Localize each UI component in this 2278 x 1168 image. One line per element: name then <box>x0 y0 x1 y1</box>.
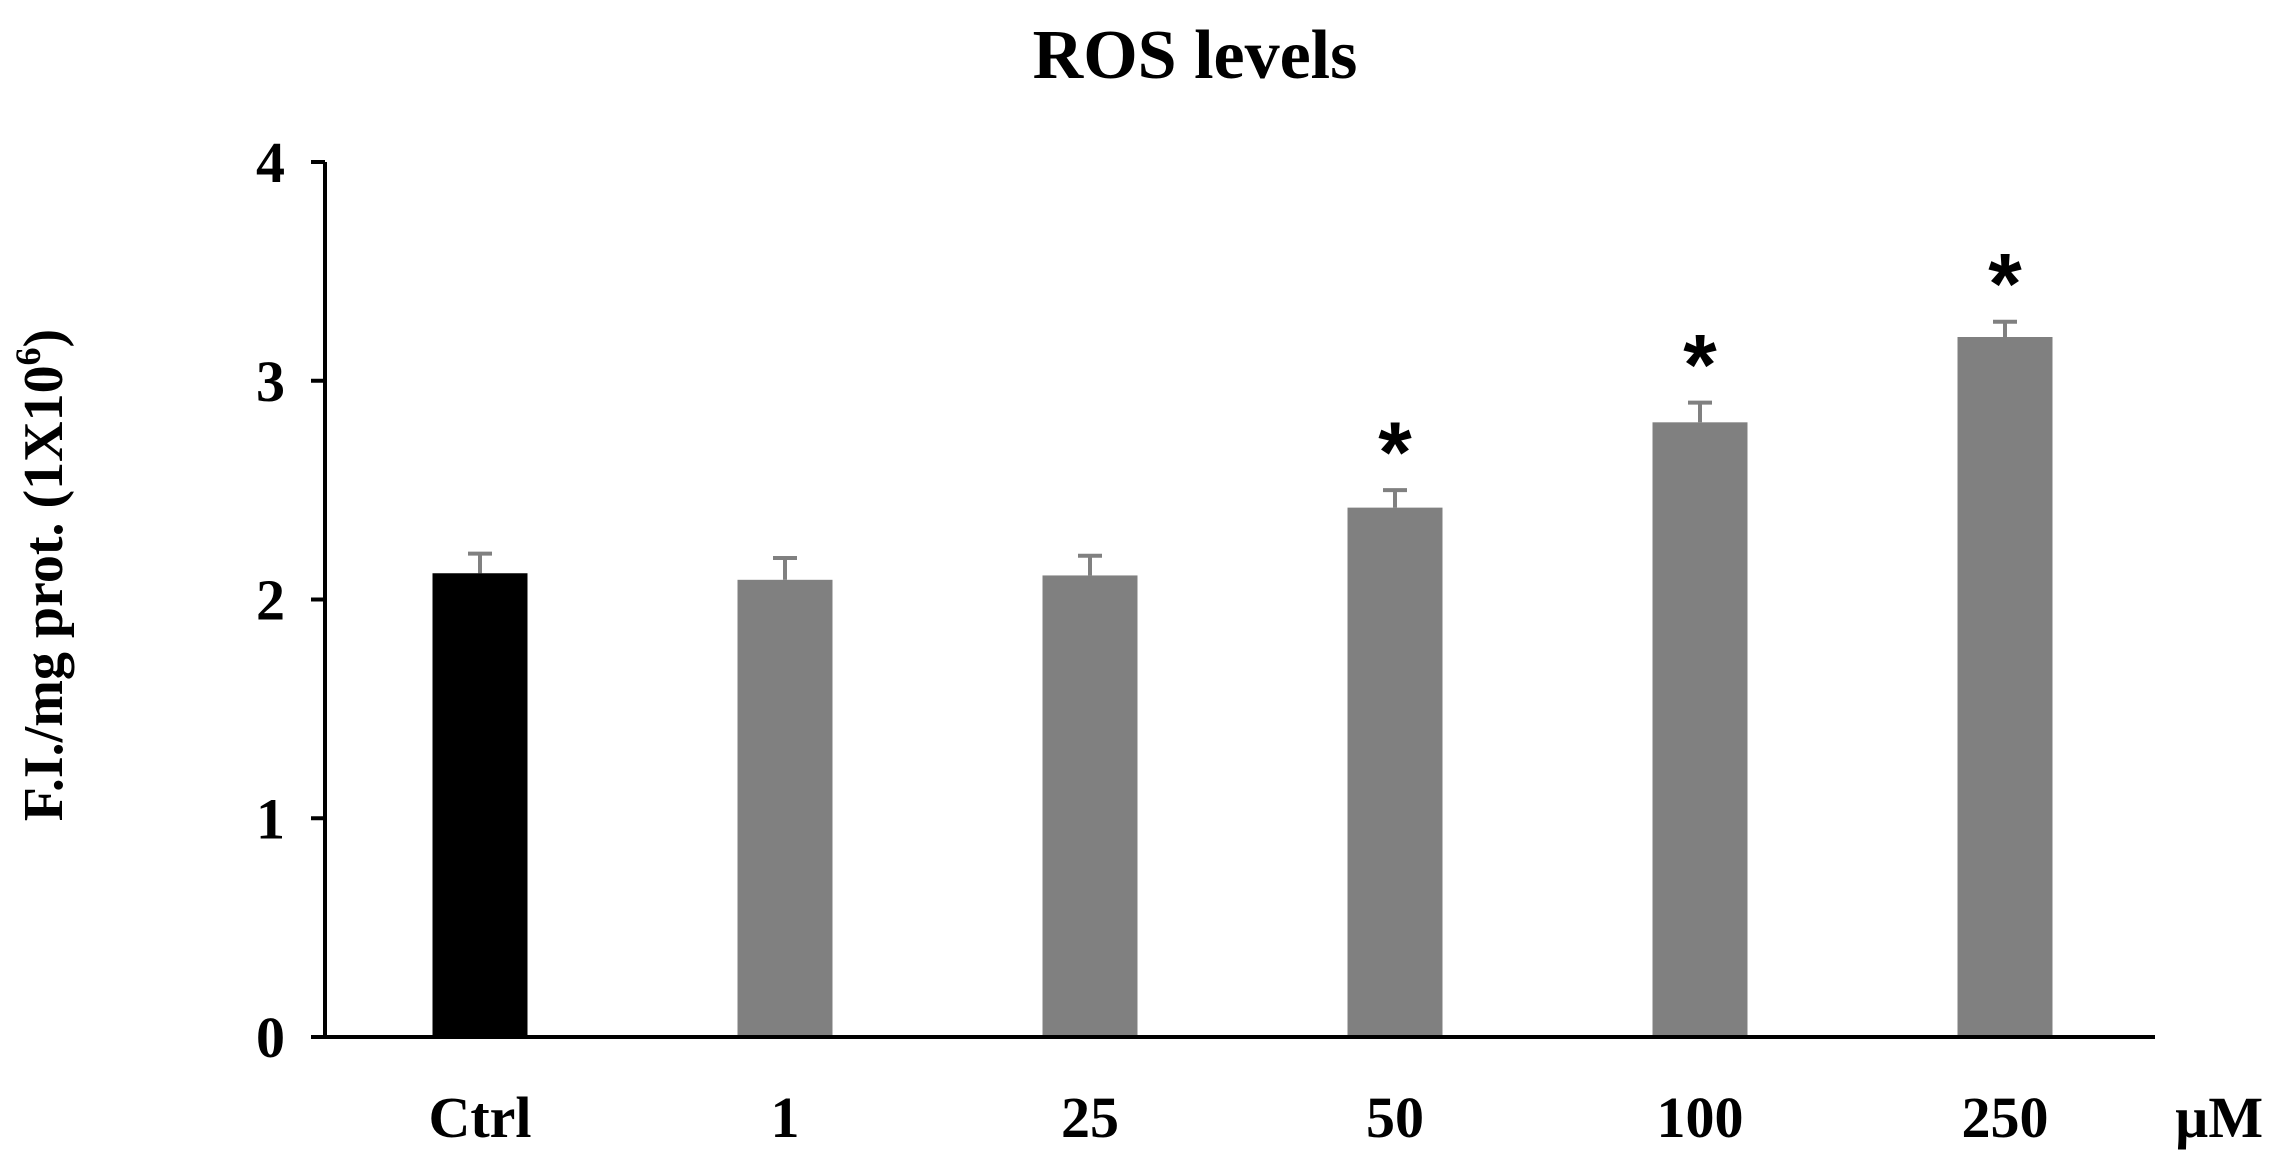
y-tick-label: 4 <box>256 130 285 195</box>
y-tick-label: 3 <box>256 349 285 414</box>
significance-marker: * <box>1683 318 1717 414</box>
y-axis-label-superscript: 6 <box>8 347 48 365</box>
bar <box>1957 337 2053 1037</box>
bar <box>432 573 528 1037</box>
bar <box>1652 422 1748 1037</box>
bar <box>1042 575 1138 1037</box>
x-tick-label: 50 <box>1366 1085 1424 1150</box>
y-tick-label: 0 <box>256 1005 285 1070</box>
y-axis-label-main: F.I./mg prot. (1X10 <box>13 365 75 821</box>
x-axis: Ctrl 1 25 50 100 250 <box>311 1035 2155 1150</box>
bar-group <box>1042 553 1138 1037</box>
y-axis: 0 1 2 3 4 <box>256 130 327 1070</box>
bar-group <box>737 555 833 1037</box>
x-tick-label: 250 <box>1962 1085 2049 1150</box>
x-tick-label: Ctrl <box>428 1085 531 1150</box>
bar-group: * <box>1347 405 1443 1037</box>
bars-group: * * * <box>432 237 2053 1037</box>
y-tick-label: 2 <box>256 568 285 633</box>
x-tick-label: 1 <box>771 1085 800 1150</box>
bar <box>737 579 833 1037</box>
x-axis-unit-label: µM <box>2175 1085 2263 1150</box>
bar-group: * <box>1652 318 1748 1037</box>
x-tick-label: 100 <box>1657 1085 1744 1150</box>
x-tick-label: 25 <box>1061 1085 1119 1150</box>
significance-marker: * <box>1988 237 2022 333</box>
significance-marker: * <box>1378 405 1412 501</box>
bar-group <box>432 551 528 1037</box>
y-axis-label: F.I./mg prot. (1X106) <box>8 329 75 821</box>
chart-title: ROS levels <box>1033 17 1358 94</box>
y-tick-label: 1 <box>256 786 285 851</box>
y-axis-label-close: ) <box>13 329 75 348</box>
bar-group: * <box>1957 237 2053 1037</box>
bar <box>1347 507 1443 1037</box>
